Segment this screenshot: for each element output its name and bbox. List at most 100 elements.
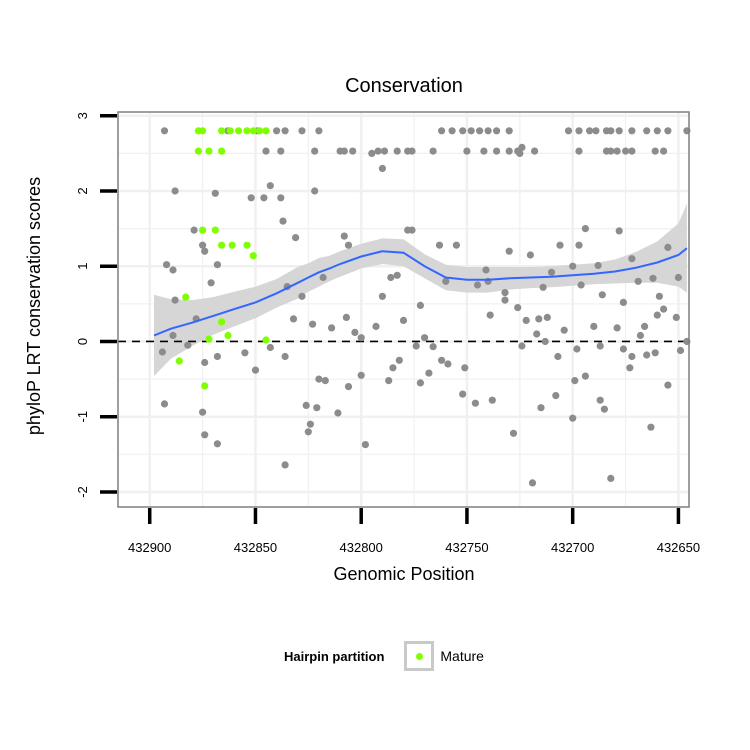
other-point: [452, 241, 460, 249]
mature-point: [175, 357, 183, 365]
other-point: [643, 127, 651, 135]
mature-point: [249, 127, 257, 135]
other-point: [201, 247, 209, 255]
other-point: [535, 315, 543, 323]
other-point: [486, 311, 494, 319]
mature-point: [262, 127, 270, 135]
legend-title: Hairpin partition: [284, 648, 385, 664]
mature-point: [234, 127, 243, 135]
other-point: [482, 266, 490, 274]
y-tick-label: -1: [75, 411, 90, 423]
other-point: [412, 342, 420, 350]
other-point: [501, 289, 509, 297]
other-point: [344, 241, 353, 249]
other-point: [628, 255, 636, 263]
other-point: [349, 147, 357, 155]
other-point: [461, 364, 469, 372]
other-point: [273, 127, 281, 135]
other-point: [586, 127, 594, 135]
other-point: [399, 316, 408, 324]
other-point: [298, 292, 306, 300]
other-point: [342, 313, 350, 321]
other-point: [554, 352, 562, 361]
other-point: [211, 189, 219, 197]
other-point: [438, 127, 446, 135]
mature-point: [218, 127, 226, 135]
other-point: [387, 273, 395, 282]
other-point: [289, 315, 298, 323]
other-point: [169, 266, 177, 274]
mature-point: [205, 147, 213, 155]
other-point: [247, 194, 255, 202]
other-point: [213, 440, 221, 448]
other-point: [393, 147, 401, 155]
other-point: [281, 461, 289, 469]
other-point: [676, 346, 685, 355]
other-point: [594, 261, 602, 270]
other-point: [266, 343, 274, 352]
other-point: [315, 375, 323, 383]
mature-point: [194, 147, 202, 155]
other-point: [408, 226, 416, 234]
other-point: [476, 127, 484, 135]
other-point: [518, 342, 526, 350]
other-point: [266, 182, 274, 190]
other-point: [448, 127, 456, 135]
other-point: [393, 271, 401, 279]
other-point: [281, 127, 289, 135]
mature-point: [218, 241, 226, 249]
other-point: [309, 320, 317, 328]
mature-point: [199, 127, 207, 135]
mature-point: [249, 252, 257, 260]
other-point: [575, 127, 583, 135]
other-point: [573, 345, 581, 353]
other-point: [241, 349, 249, 357]
other-point: [311, 147, 319, 155]
other-point: [213, 352, 221, 361]
other-point: [643, 351, 651, 359]
other-point: [311, 187, 319, 195]
other-point: [528, 479, 537, 487]
mature-point: [262, 336, 270, 344]
other-point: [444, 360, 452, 368]
other-point: [541, 337, 549, 346]
x-tick-label: 432900: [128, 540, 171, 555]
other-point: [368, 149, 376, 157]
other-point: [385, 377, 393, 385]
other-point: [171, 296, 179, 304]
mature-point: [243, 241, 251, 249]
other-point: [651, 147, 659, 155]
other-point: [480, 147, 488, 155]
other-point: [615, 127, 623, 135]
other-point: [522, 316, 530, 324]
other-point: [628, 147, 636, 155]
other-point: [169, 331, 177, 340]
axes: 432900 432850 432800 432750 432700 432650 -2 -1…: [75, 112, 700, 555]
other-point: [537, 404, 545, 412]
y-axis-title: phyloP LRT conservation scores: [24, 177, 44, 435]
mature-point: [201, 382, 209, 390]
x-tick-label: 432750: [445, 540, 488, 555]
other-point: [201, 431, 209, 439]
legend-dot-icon: [416, 653, 424, 660]
other-point: [514, 304, 522, 312]
other-point: [634, 277, 642, 285]
other-point: [207, 279, 215, 287]
x-tick-label: 432700: [551, 540, 594, 555]
other-point: [389, 364, 397, 372]
other-point: [596, 342, 604, 350]
other-point: [505, 147, 513, 155]
x-tick-label: 432650: [657, 540, 700, 555]
x-tick-label: 432850: [234, 540, 277, 555]
other-point: [279, 217, 287, 225]
y-tick-label: -2: [75, 486, 90, 498]
other-point: [598, 291, 606, 299]
other-point: [664, 127, 672, 135]
other-point: [260, 194, 268, 202]
other-point: [199, 408, 207, 416]
other-point: [467, 127, 475, 135]
legend-label-mature: Mature: [440, 648, 484, 664]
other-point: [171, 187, 179, 195]
other-point: [298, 127, 306, 135]
other-point: [372, 322, 380, 330]
